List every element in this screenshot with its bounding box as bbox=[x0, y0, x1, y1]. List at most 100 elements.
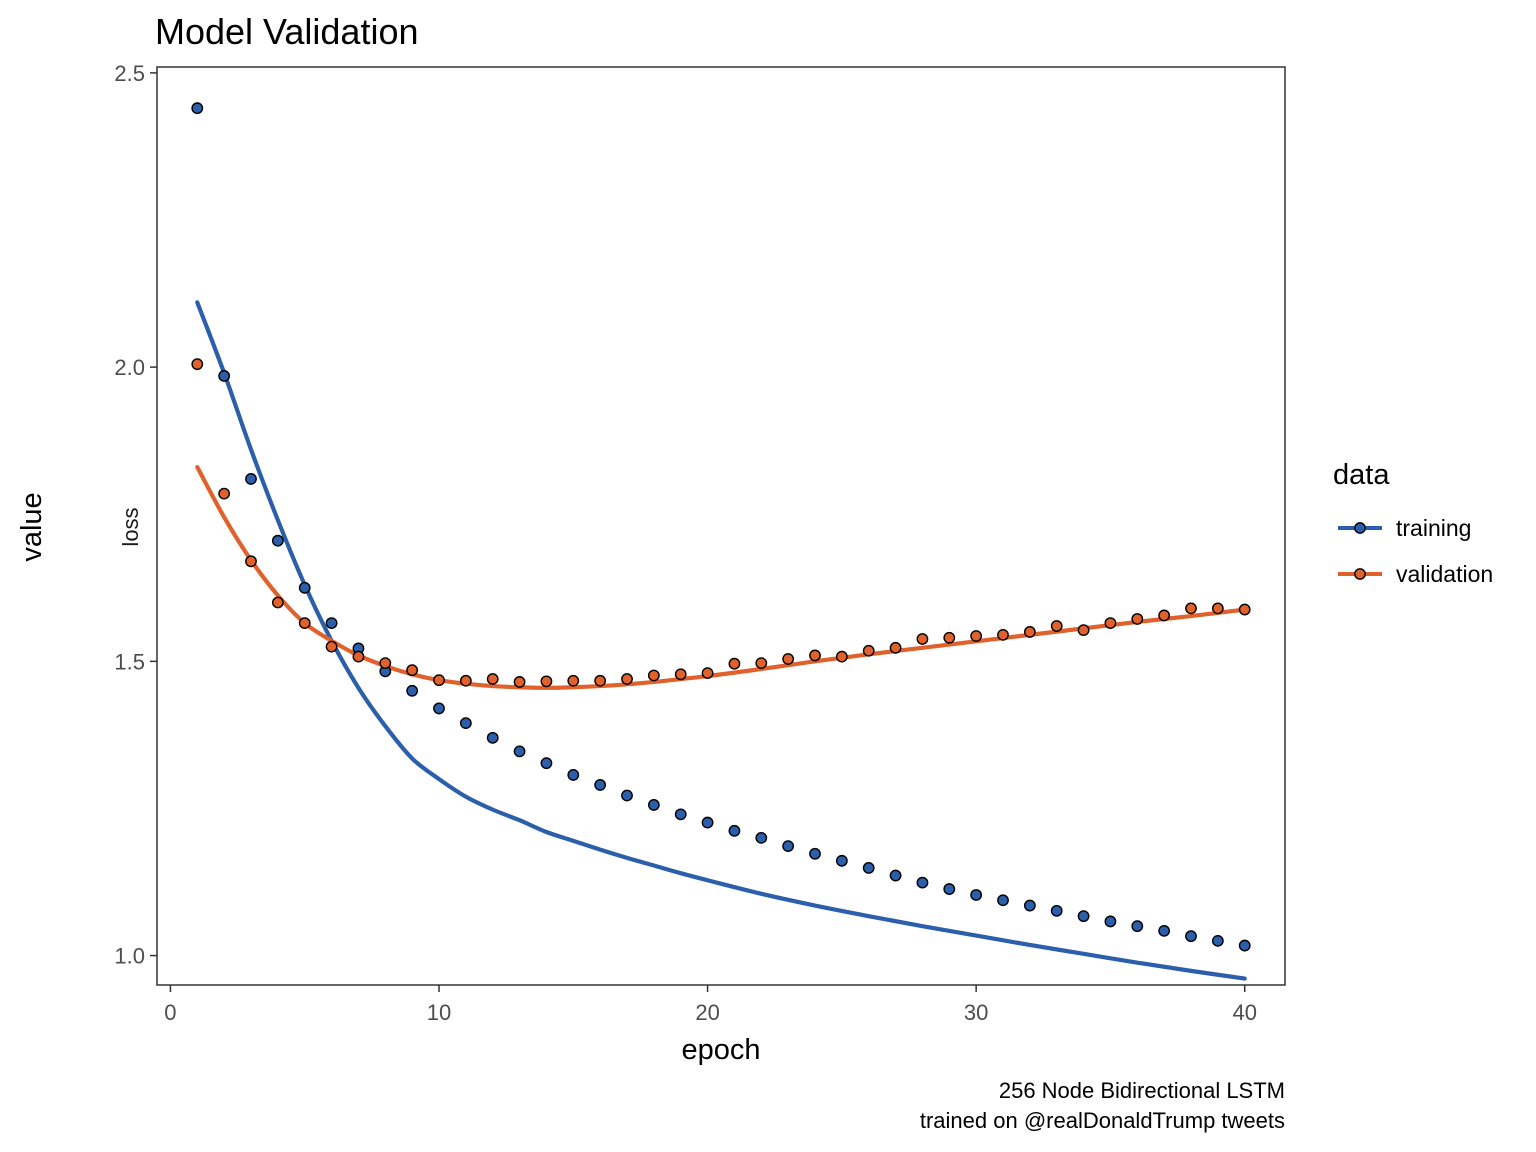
point-validation bbox=[218, 487, 231, 500]
y-axis: 1.0 1.5 2.0 2.5 bbox=[114, 61, 157, 969]
point-validation bbox=[433, 674, 445, 687]
point-validation bbox=[325, 640, 338, 653]
caption-line-1: 256 Node Bidirectional LSTM bbox=[999, 1078, 1285, 1103]
point-validation bbox=[567, 674, 580, 687]
point-validation bbox=[970, 630, 983, 642]
point-training bbox=[406, 684, 419, 697]
y-tick-label: 2.0 bbox=[114, 355, 145, 380]
point-training bbox=[809, 847, 821, 860]
smooth-line-training bbox=[195, 300, 1247, 981]
point-validation bbox=[271, 596, 284, 609]
x-tick-label: 10 bbox=[427, 1000, 451, 1025]
point-validation bbox=[1211, 602, 1224, 615]
plot-panel bbox=[156, 66, 1286, 986]
chart-title: Model Validation bbox=[155, 11, 419, 52]
point-validation bbox=[1077, 624, 1090, 637]
legend-item-validation: validation bbox=[1338, 561, 1493, 587]
point-validation bbox=[1158, 609, 1171, 622]
point-validation bbox=[1050, 620, 1063, 632]
point-validation bbox=[540, 675, 553, 688]
point-training bbox=[1131, 920, 1144, 933]
point-validation bbox=[782, 653, 795, 665]
point-validation bbox=[513, 676, 526, 688]
point-validation bbox=[486, 673, 499, 685]
point-validation bbox=[674, 668, 687, 681]
x-tick-label: 40 bbox=[1232, 1000, 1256, 1025]
legend: data training validation bbox=[1333, 459, 1493, 587]
point-training bbox=[245, 473, 257, 485]
legend-key-point-training bbox=[1354, 522, 1366, 534]
point-validation bbox=[943, 631, 956, 644]
point-validation bbox=[835, 650, 848, 663]
point-training bbox=[970, 889, 983, 901]
legend-label-training: training bbox=[1396, 515, 1471, 541]
legend-title: data bbox=[1333, 459, 1390, 491]
point-training bbox=[594, 779, 607, 791]
point-training bbox=[862, 861, 875, 874]
point-training bbox=[835, 854, 848, 867]
point-training bbox=[298, 581, 311, 594]
legend-item-training: training bbox=[1338, 515, 1471, 541]
point-training bbox=[1023, 899, 1036, 912]
point-training bbox=[433, 702, 445, 715]
data-points bbox=[191, 102, 1251, 952]
point-training bbox=[1185, 930, 1197, 943]
point-validation bbox=[997, 628, 1009, 641]
point-validation bbox=[459, 674, 472, 687]
point-validation bbox=[728, 657, 741, 670]
point-validation bbox=[379, 657, 392, 670]
point-training bbox=[459, 717, 472, 730]
point-validation bbox=[191, 358, 204, 371]
point-training bbox=[1211, 934, 1224, 947]
point-training bbox=[674, 808, 687, 821]
point-training bbox=[325, 617, 338, 629]
point-validation bbox=[298, 617, 311, 629]
point-validation bbox=[1023, 626, 1036, 638]
point-validation bbox=[647, 669, 660, 682]
point-training bbox=[997, 894, 1009, 907]
point-validation bbox=[352, 650, 365, 663]
legend-key-point-validation bbox=[1354, 568, 1366, 580]
point-training bbox=[943, 883, 956, 895]
point-training bbox=[728, 824, 741, 837]
y-axis-title: value bbox=[16, 492, 48, 561]
facet-label: loss bbox=[118, 507, 143, 546]
point-training bbox=[486, 731, 499, 744]
point-training bbox=[1104, 915, 1117, 928]
point-training bbox=[889, 869, 902, 882]
y-tick-label: 1.5 bbox=[114, 649, 145, 674]
x-tick-label: 0 bbox=[164, 1000, 176, 1025]
point-training bbox=[1077, 910, 1090, 923]
point-training bbox=[1158, 924, 1171, 937]
point-training bbox=[540, 757, 553, 770]
point-validation bbox=[862, 644, 875, 657]
y-tick-label: 2.5 bbox=[114, 61, 145, 86]
point-training bbox=[513, 745, 526, 758]
point-training bbox=[1238, 939, 1251, 952]
point-training bbox=[567, 769, 580, 781]
point-validation bbox=[621, 673, 633, 685]
point-validation bbox=[809, 649, 821, 662]
x-tick-label: 20 bbox=[695, 1000, 719, 1025]
y-tick-label: 1.0 bbox=[114, 944, 145, 969]
point-validation bbox=[1185, 602, 1197, 615]
point-training bbox=[701, 816, 714, 829]
point-validation bbox=[594, 674, 607, 687]
point-validation bbox=[1131, 613, 1144, 625]
point-validation bbox=[889, 641, 902, 654]
point-training bbox=[916, 876, 929, 889]
point-validation bbox=[1238, 603, 1251, 616]
legend-label-validation: validation bbox=[1396, 561, 1493, 587]
point-training bbox=[755, 831, 768, 844]
smooth-line-validation bbox=[195, 465, 1247, 690]
caption-line-2: trained on @realDonaldTrump tweets bbox=[920, 1108, 1285, 1133]
point-validation bbox=[406, 664, 419, 677]
x-axis-title: epoch bbox=[681, 1034, 760, 1066]
point-training bbox=[218, 370, 231, 382]
point-validation bbox=[755, 657, 768, 670]
point-training bbox=[191, 102, 204, 115]
x-axis: 0 10 20 30 40 bbox=[164, 985, 1257, 1025]
point-validation bbox=[1104, 617, 1117, 629]
x-tick-label: 30 bbox=[964, 1000, 988, 1025]
